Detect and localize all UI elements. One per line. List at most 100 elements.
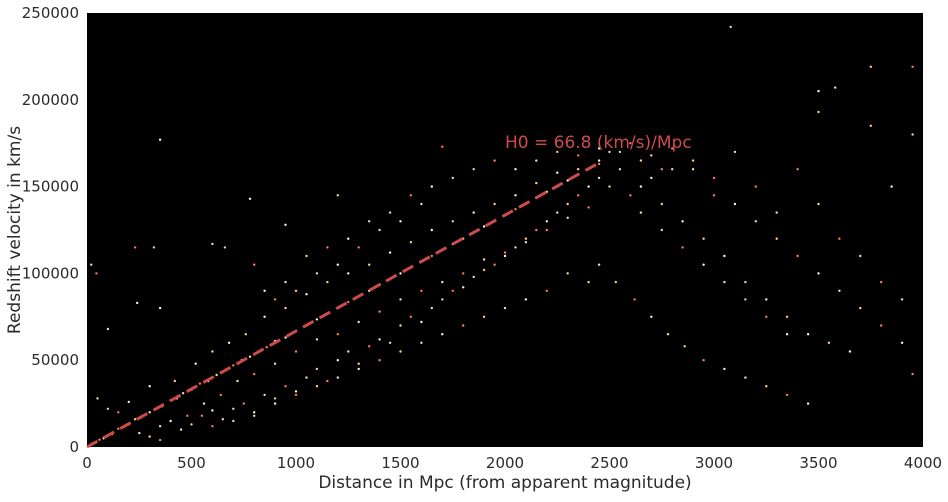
data-point — [399, 324, 402, 327]
data-point — [294, 393, 298, 397]
data-point — [597, 176, 601, 180]
data-point — [219, 393, 222, 397]
data-point — [577, 154, 580, 157]
data-point — [409, 315, 413, 318]
data-point — [911, 65, 914, 69]
data-point — [859, 254, 862, 258]
data-point — [744, 376, 747, 379]
data-point — [566, 216, 569, 219]
data-point — [900, 298, 904, 301]
data-point — [273, 397, 277, 400]
data-point — [848, 350, 852, 353]
data-point — [133, 246, 137, 249]
data-point — [138, 431, 141, 435]
data-point — [315, 272, 319, 275]
data-point — [671, 168, 674, 171]
data-point — [796, 254, 799, 258]
x-tick-label: 2500 — [590, 454, 628, 472]
data-point — [566, 272, 569, 275]
data-point — [106, 407, 110, 410]
data-point — [817, 89, 820, 93]
data-point — [336, 376, 339, 379]
data-point — [179, 428, 183, 431]
data-point — [524, 241, 528, 244]
data-point — [284, 336, 287, 339]
data-point — [817, 202, 820, 206]
data-point — [503, 254, 507, 258]
data-point — [765, 298, 768, 301]
data-point — [514, 208, 517, 211]
data-point — [117, 411, 120, 414]
data-point — [597, 159, 601, 162]
data-point — [451, 176, 454, 180]
data-point — [326, 246, 329, 249]
data-point — [198, 382, 202, 385]
data-point — [691, 159, 695, 162]
data-point — [493, 159, 496, 162]
data-point — [817, 272, 820, 275]
data-point — [587, 185, 590, 188]
data-point — [173, 379, 176, 383]
data-point — [315, 385, 319, 388]
data-point — [775, 237, 778, 240]
data-point — [482, 258, 486, 261]
data-point — [399, 298, 402, 301]
data-point — [681, 246, 684, 249]
x-axis-ticks: 0 500 1000 1500 2000 2500 3000 3500 4000 — [82, 454, 942, 472]
data-point — [326, 280, 329, 284]
data-point — [441, 145, 444, 148]
data-point — [712, 176, 716, 180]
data-point — [765, 385, 768, 388]
data-point — [472, 211, 475, 214]
data-point — [880, 280, 883, 284]
data-point — [136, 301, 139, 305]
data-point — [232, 407, 235, 410]
data-point — [597, 263, 601, 266]
data-point — [462, 272, 465, 275]
data-point — [294, 390, 298, 393]
data-point — [482, 268, 486, 272]
data-point — [232, 419, 235, 423]
data-point — [253, 263, 256, 266]
data-point — [273, 362, 277, 365]
data-point — [608, 150, 611, 154]
data-point — [399, 272, 402, 275]
data-point — [388, 251, 392, 254]
data-point — [681, 220, 684, 223]
data-point — [265, 346, 268, 349]
data-point — [273, 402, 277, 405]
data-point — [336, 359, 339, 362]
data-point — [95, 272, 98, 275]
y-tick-label: 100000 — [22, 264, 79, 282]
data-point — [785, 315, 789, 318]
data-point — [545, 220, 548, 223]
data-point — [152, 246, 156, 249]
annotation-label: H0 = 66.8 (km/s)/Mpc — [505, 133, 692, 153]
data-point — [158, 438, 162, 442]
data-point — [587, 206, 590, 209]
data-point — [451, 220, 454, 223]
x-tick-label: 4000 — [904, 454, 942, 472]
data-point — [702, 237, 705, 240]
x-axis-title: Distance in Mpc (from apparent magnitude… — [318, 473, 691, 493]
data-point — [430, 228, 433, 232]
data-point — [148, 411, 151, 414]
data-point — [284, 280, 287, 284]
data-point — [535, 228, 538, 232]
x-tick-label: 3000 — [695, 454, 733, 472]
data-point — [244, 333, 247, 336]
fit-line — [86, 161, 600, 449]
data-point — [388, 341, 392, 344]
x-tick-label: 0 — [82, 454, 92, 472]
data-point — [215, 373, 218, 377]
data-point — [639, 185, 643, 188]
y-tick-label: 200000 — [22, 91, 79, 109]
data-point — [420, 341, 423, 344]
data-point — [90, 263, 93, 266]
data-point — [493, 202, 496, 206]
data-point — [158, 138, 162, 141]
data-point — [441, 298, 444, 301]
data-point — [430, 306, 433, 310]
data-point — [347, 300, 350, 304]
